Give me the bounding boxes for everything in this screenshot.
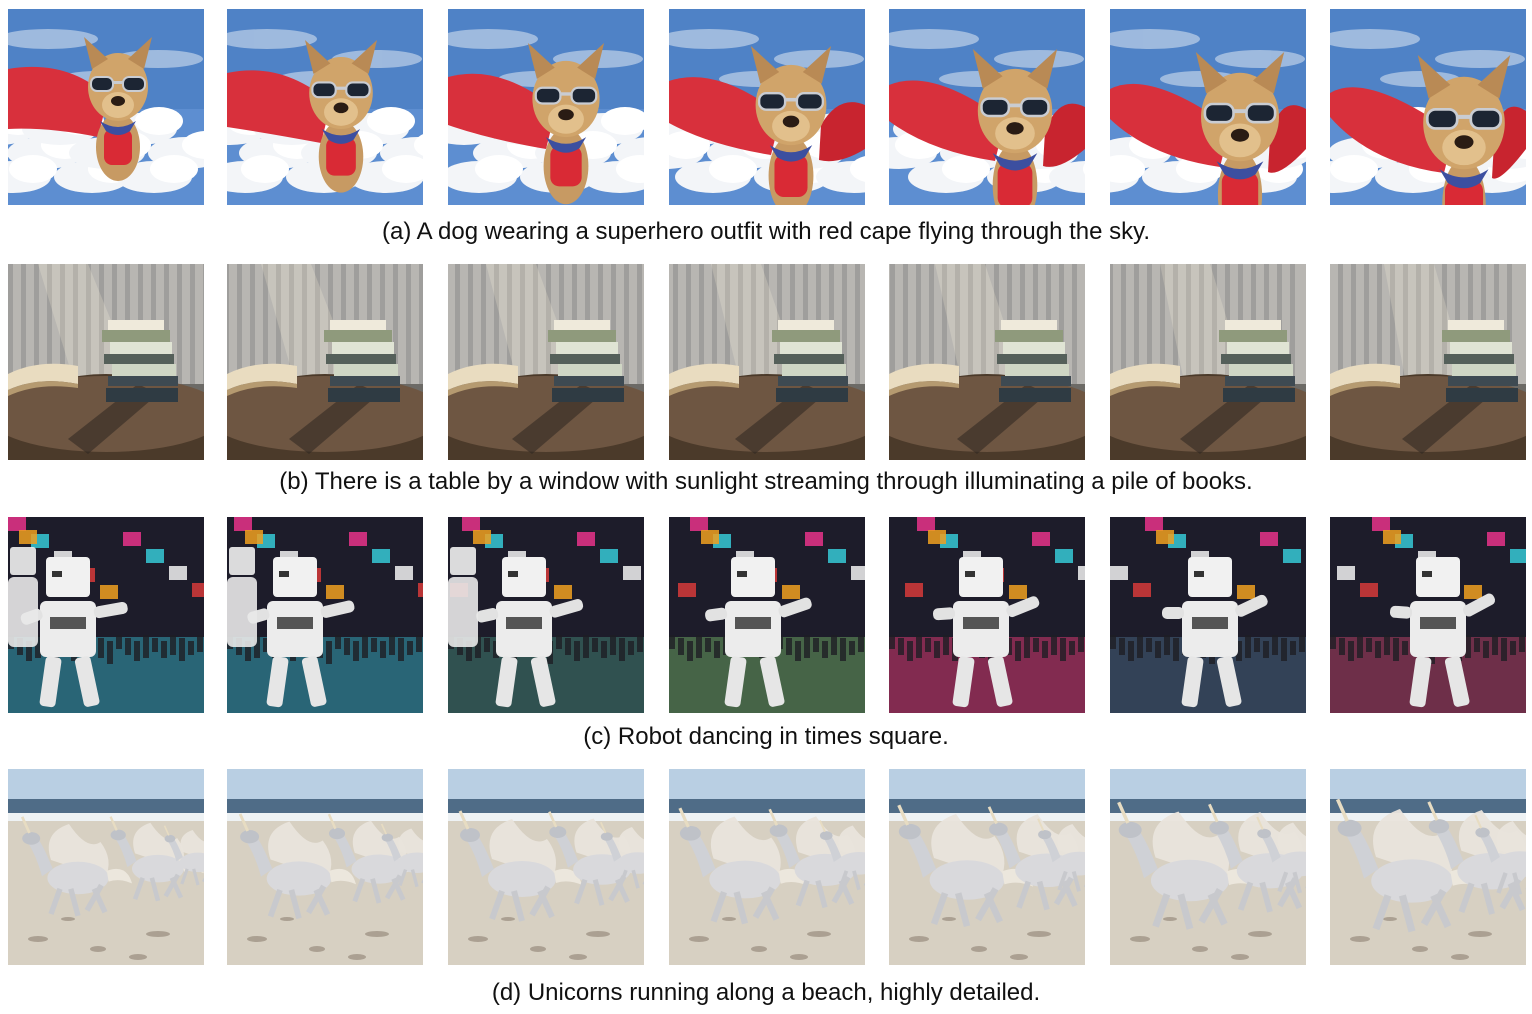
caption-b: (b) There is a table by a window with su… [279,468,1253,495]
frame-b-2 [227,264,423,460]
caption-c: (c) Robot dancing in times square. [583,723,949,750]
frame-image-a-7 [1330,9,1526,205]
frame-d-2 [227,769,423,965]
frame-d-5 [889,769,1085,965]
frame-c-2 [227,517,423,713]
frame-image-c-1 [8,517,204,713]
frame-image-a-1 [8,9,204,205]
frame-image-b-2 [227,264,423,460]
frame-image-a-5 [889,9,1085,205]
frame-strip-a [0,9,1532,205]
frame-b-7 [1330,264,1526,460]
frame-a-2 [227,9,423,205]
frame-image-a-3 [448,9,644,205]
frame-image-c-2 [227,517,423,713]
frame-image-b-5 [889,264,1085,460]
frame-image-c-7 [1330,517,1526,713]
frame-a-7 [1330,9,1526,205]
frame-a-5 [889,9,1085,205]
frame-image-d-5 [889,769,1085,965]
frame-image-d-1 [8,769,204,965]
frame-image-d-2 [227,769,423,965]
frame-image-c-6 [1110,517,1306,713]
frame-image-a-6 [1110,9,1306,205]
frame-b-5 [889,264,1085,460]
frame-image-b-4 [669,264,865,460]
frame-image-b-1 [8,264,204,460]
frame-strip-d [0,769,1532,965]
frame-d-4 [669,769,865,965]
frame-image-a-4 [669,9,865,205]
frame-c-7 [1330,517,1526,713]
frame-image-c-4 [669,517,865,713]
frame-c-3 [448,517,644,713]
frame-a-3 [448,9,644,205]
frame-a-4 [669,9,865,205]
frame-c-4 [669,517,865,713]
frame-d-6 [1110,769,1306,965]
frame-image-c-5 [889,517,1085,713]
frame-a-1 [8,9,204,205]
frame-image-d-6 [1110,769,1306,965]
frame-c-1 [8,517,204,713]
frame-b-3 [448,264,644,460]
frame-image-d-3 [448,769,644,965]
frame-image-b-6 [1110,264,1306,460]
caption-a: (a) A dog wearing a superhero outfit wit… [382,218,1150,245]
frame-b-4 [669,264,865,460]
frame-image-d-4 [669,769,865,965]
frame-a-6 [1110,9,1306,205]
frame-d-7 [1330,769,1526,965]
frame-b-1 [8,264,204,460]
frame-d-1 [8,769,204,965]
frame-b-6 [1110,264,1306,460]
frame-c-5 [889,517,1085,713]
frame-image-a-2 [227,9,423,205]
frame-image-b-3 [448,264,644,460]
frame-image-c-3 [448,517,644,713]
frame-image-b-7 [1330,264,1526,460]
frame-c-6 [1110,517,1306,713]
frame-strip-c [0,517,1532,713]
frame-image-d-7 [1330,769,1526,965]
caption-d: (d) Unicorns running along a beach, high… [491,979,1041,1006]
frame-strip-b [0,264,1532,460]
frame-d-3 [448,769,644,965]
